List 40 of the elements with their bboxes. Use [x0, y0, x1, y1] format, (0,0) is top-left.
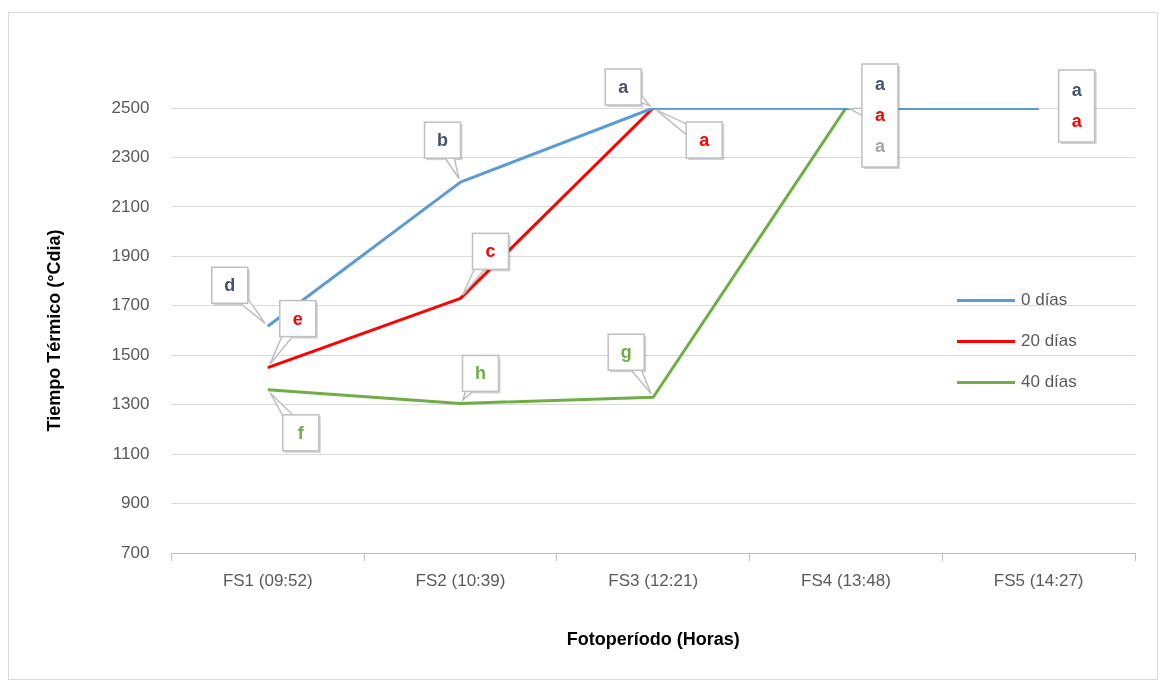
legend-label: 40 días [1021, 372, 1077, 392]
annotation: a [874, 105, 886, 125]
y-tick-label: 900 [121, 493, 150, 513]
annotation: d [224, 275, 236, 296]
x-tick-label: FS3 (12:21) [608, 570, 699, 590]
x-axis-title: Fotoperíodo (Horas) [566, 629, 740, 650]
annotation: b [436, 130, 448, 151]
callout-box: f [269, 392, 321, 453]
y-tick-label: 2500 [111, 97, 150, 117]
y-tick-label: 700 [121, 542, 150, 562]
callout-box: a a [1057, 69, 1097, 144]
y-tick-label: 1700 [111, 295, 150, 315]
annotation: g [620, 342, 632, 363]
x-tick-label: FS2 (10:39) [415, 570, 506, 590]
annotation: a [1071, 111, 1083, 131]
y-tick-label: 2300 [111, 147, 150, 167]
y-tick-label: 1100 [112, 443, 150, 463]
annotation: e [292, 308, 303, 329]
annotation: a [874, 136, 886, 156]
annotation: a [1071, 80, 1083, 100]
callout-box: c [461, 232, 511, 296]
x-tick-label: FS1 (09:52) [222, 570, 313, 590]
callout-box: d [211, 266, 266, 325]
y-tick-label: 1500 [111, 344, 150, 364]
x-tick-label: FS4 (13:48) [801, 570, 891, 590]
legend-label: 0 días [1021, 290, 1068, 310]
y-tick-label: 1900 [111, 246, 150, 266]
y-tick-label: 1300 [111, 394, 150, 414]
annotation: a [699, 130, 711, 150]
annotation: a [874, 74, 886, 94]
legend-label: 20 días [1021, 331, 1077, 351]
callout-box: e [269, 299, 318, 365]
callout-box: a [655, 109, 725, 160]
annotation: a [618, 77, 630, 97]
y-tick-label: 2100 [111, 196, 150, 216]
y-axis-title: Tiempo Térmico (°Cdia) [43, 229, 64, 432]
annotation: h [474, 363, 486, 384]
x-tick-label: FS5 (14:27) [993, 570, 1084, 590]
annotation: f [297, 422, 305, 443]
annotation: c [485, 241, 496, 262]
